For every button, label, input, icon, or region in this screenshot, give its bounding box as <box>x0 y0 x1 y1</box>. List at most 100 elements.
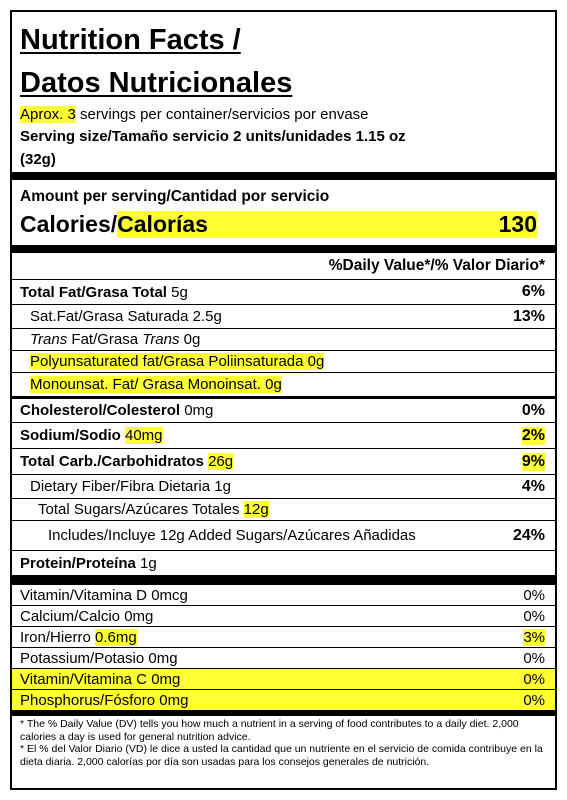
nutrient-row: Vitamin/Vitamina C 0mg 0% <box>12 668 555 689</box>
dv-heading: %Daily Value*/% Valor Diario* <box>328 257 545 274</box>
nutrient-label: Trans Fat/Grasa Trans 0g <box>22 331 200 348</box>
nutrient-name: Polyunsaturated fat/Grasa Poliinsaturada <box>30 353 304 370</box>
nutrient-label: Vitamin/Vitamina C 0mg <box>12 671 180 688</box>
nutrient-amount: 0g <box>183 331 201 348</box>
nutrient-row: Sat.Fat/Grasa Saturada 2.5g 13% <box>12 304 555 328</box>
nutrient-row: Phosphorus/Fósforo 0mg 0% <box>12 689 555 710</box>
nutrient-label: Includes/Incluye 12g Added Sugars/Azúcar… <box>40 527 416 544</box>
nutrient-name: Potassium/Potasio <box>20 649 145 667</box>
divider <box>12 172 555 180</box>
nutrient-row: Includes/Incluye 12g Added Sugars/Azúcar… <box>12 520 555 550</box>
highlight: Monounsat. Fat/ Grasa Monoinsat. 0g <box>30 376 282 393</box>
nutrient-amount: 0mg <box>151 670 181 688</box>
nutrient-name: Fat/Grasa <box>67 331 143 348</box>
nutrient-row: Trans Fat/Grasa Trans 0g <box>12 328 555 350</box>
nutrient-row: Vitamin/Vitamina D 0mcg 0% <box>12 584 555 605</box>
nutrient-row: Potassium/Potasio 0mg 0% <box>12 647 555 668</box>
footnote: * El % del Valor Diario (VD) le dice a u… <box>20 743 543 768</box>
nutrient-label: Potassium/Potasio 0mg <box>12 650 178 667</box>
nutrient-amount: 1g <box>214 478 231 495</box>
nutrient-amount: 12g <box>243 501 269 518</box>
nutrient-name: Includes/Incluye 12g Added Sugars/Azúcar… <box>48 527 416 544</box>
nutrient-label: Vitamin/Vitamina D 0mcg <box>12 587 188 604</box>
nutrient-label: Total Carb./Carbohidratos 26g <box>12 453 234 470</box>
nutrient-label: Phosphorus/Fósforo 0mg <box>12 692 188 709</box>
nutrient-name: Sat.Fat/Grasa Saturada <box>30 308 189 325</box>
footnotes: * The % Daily Value (DV) tells you how m… <box>20 718 547 768</box>
nutrient-amount: 0mcg <box>151 586 188 604</box>
servings-count: Aprox. 3 <box>20 106 76 123</box>
title: Nutrition Facts / <box>20 24 547 57</box>
amount-heading: Amount per serving/Cantidad por servicio <box>20 188 330 205</box>
serving-size-grams: (32g) <box>20 151 56 168</box>
nutrient-name: Total Carb./Carbohidratos <box>20 453 204 470</box>
nutrient-label: Calcium/Calcio 0mg <box>12 608 153 625</box>
nutrient-label: Monounsat. Fat/ Grasa Monoinsat. 0g <box>22 376 282 393</box>
daily-value: 3% <box>523 628 545 646</box>
nutrient-row: Protein/Proteína 1g <box>12 550 555 575</box>
nutrient-row: Dietary Fiber/Fibra Dietaria 1g 4% <box>12 474 555 498</box>
nutrient-amount: 0g <box>265 376 282 393</box>
nutrient-name: Vitamin/Vitamina D <box>20 586 148 604</box>
nutrient-name: Monounsat. Fat/ Grasa Monoinsat. <box>30 376 261 393</box>
nutrient-label: Total Sugars/Azúcares Totales 12g <box>30 501 269 518</box>
nutrient-name: Vitamin/Vitamina C <box>20 670 148 688</box>
servings-text: servings per container/servicios por env… <box>75 106 369 123</box>
nutrient-row: Total Fat/Grasa Total 5g 6% <box>12 279 555 304</box>
nutrient-label: Sat.Fat/Grasa Saturada 2.5g <box>22 308 222 325</box>
nutrient-label: Polyunsaturated fat/Grasa Poliinsaturada… <box>22 353 325 370</box>
nutrient-name: Phosphorus/Fósforo <box>20 691 156 709</box>
nutrient-name: Protein/Proteína <box>20 554 136 572</box>
nutrient-amount: 5g <box>171 283 188 301</box>
daily-value: 0% <box>521 401 545 419</box>
daily-value: 9% <box>521 452 545 471</box>
nutrient-amount: 0.6mg <box>95 628 137 646</box>
calories-row: Calories/ Calorías 130 <box>20 211 537 238</box>
divider <box>12 710 555 716</box>
nutrient-label: Sodium/Sodio 40mg <box>12 427 163 444</box>
nutrient-name: Iron/Hierro <box>20 628 91 646</box>
nutrient-name: Sodium/Sodio <box>20 427 121 444</box>
servings: Aprox. 3 servings per container/servicio… <box>20 106 547 123</box>
calories-value: 130 <box>498 211 537 237</box>
daily-value: 24% <box>512 526 545 544</box>
nutrient-label: Cholesterol/Colesterol 0mg <box>12 402 213 419</box>
nutrient-amount: 0mg <box>124 607 154 625</box>
nutrient-row: Total Carb./Carbohidratos 26g 9% <box>12 448 555 474</box>
label-box: Nutrition Facts / Datos Nutricionales Ap… <box>10 10 557 790</box>
calories-label-es: Calorías <box>117 211 208 237</box>
nutrient-amount: 40mg <box>125 427 163 444</box>
nutrient-amount: 2.5g <box>192 308 222 325</box>
calories-highlight: Calorías 130 <box>117 211 537 238</box>
nutrient-amount: 0mg <box>159 691 189 709</box>
daily-value: 0% <box>523 586 545 604</box>
calories-label: Calories/ <box>20 211 118 237</box>
nutrient-amount: 26g <box>208 453 234 470</box>
nutrient-name: Cholesterol/Colesterol <box>20 402 181 419</box>
nutrient-amount: 0mg <box>148 649 178 667</box>
nutrient-row: Calcium/Calcio 0mg 0% <box>12 605 555 626</box>
serving-size: Serving size/Tamaño servicio 2 units/uni… <box>20 128 406 145</box>
nutrient-row: Sodium/Sodio 40mg 2% <box>12 422 555 448</box>
nutrient-label: Protein/Proteína 1g <box>12 555 157 572</box>
nutrient-label: Total Fat/Grasa Total 5g <box>12 284 188 301</box>
nutrient-name: Total Fat/Grasa Total <box>20 283 167 301</box>
nutrient-label: Iron/Hierro 0.6mg <box>12 628 137 646</box>
title-line: Nutrition Facts / <box>20 24 241 56</box>
nutrient-amount: 0mg <box>184 402 214 419</box>
daily-value: 6% <box>521 283 545 300</box>
daily-value: 0% <box>523 691 545 709</box>
daily-value: 4% <box>521 477 545 495</box>
daily-value: 0% <box>523 670 545 688</box>
nutrient-row: Cholesterol/Colesterol 0mg 0% <box>12 396 555 422</box>
nutrient-name: Dietary Fiber/Fibra Dietaria <box>30 478 211 495</box>
nutrient-name: Total Sugars/Azúcares Totales <box>38 501 240 518</box>
title-line: Datos Nutricionales <box>20 67 293 99</box>
divider <box>12 245 555 253</box>
nutrient-row: Monounsat. Fat/ Grasa Monoinsat. 0g <box>12 372 555 396</box>
nutrient-row: Total Sugars/Azúcares Totales 12g <box>12 498 555 520</box>
nutrient-name: Trans <box>142 331 180 348</box>
nutrient-label: Dietary Fiber/Fibra Dietaria 1g <box>22 478 231 495</box>
daily-value: 0% <box>523 649 545 667</box>
